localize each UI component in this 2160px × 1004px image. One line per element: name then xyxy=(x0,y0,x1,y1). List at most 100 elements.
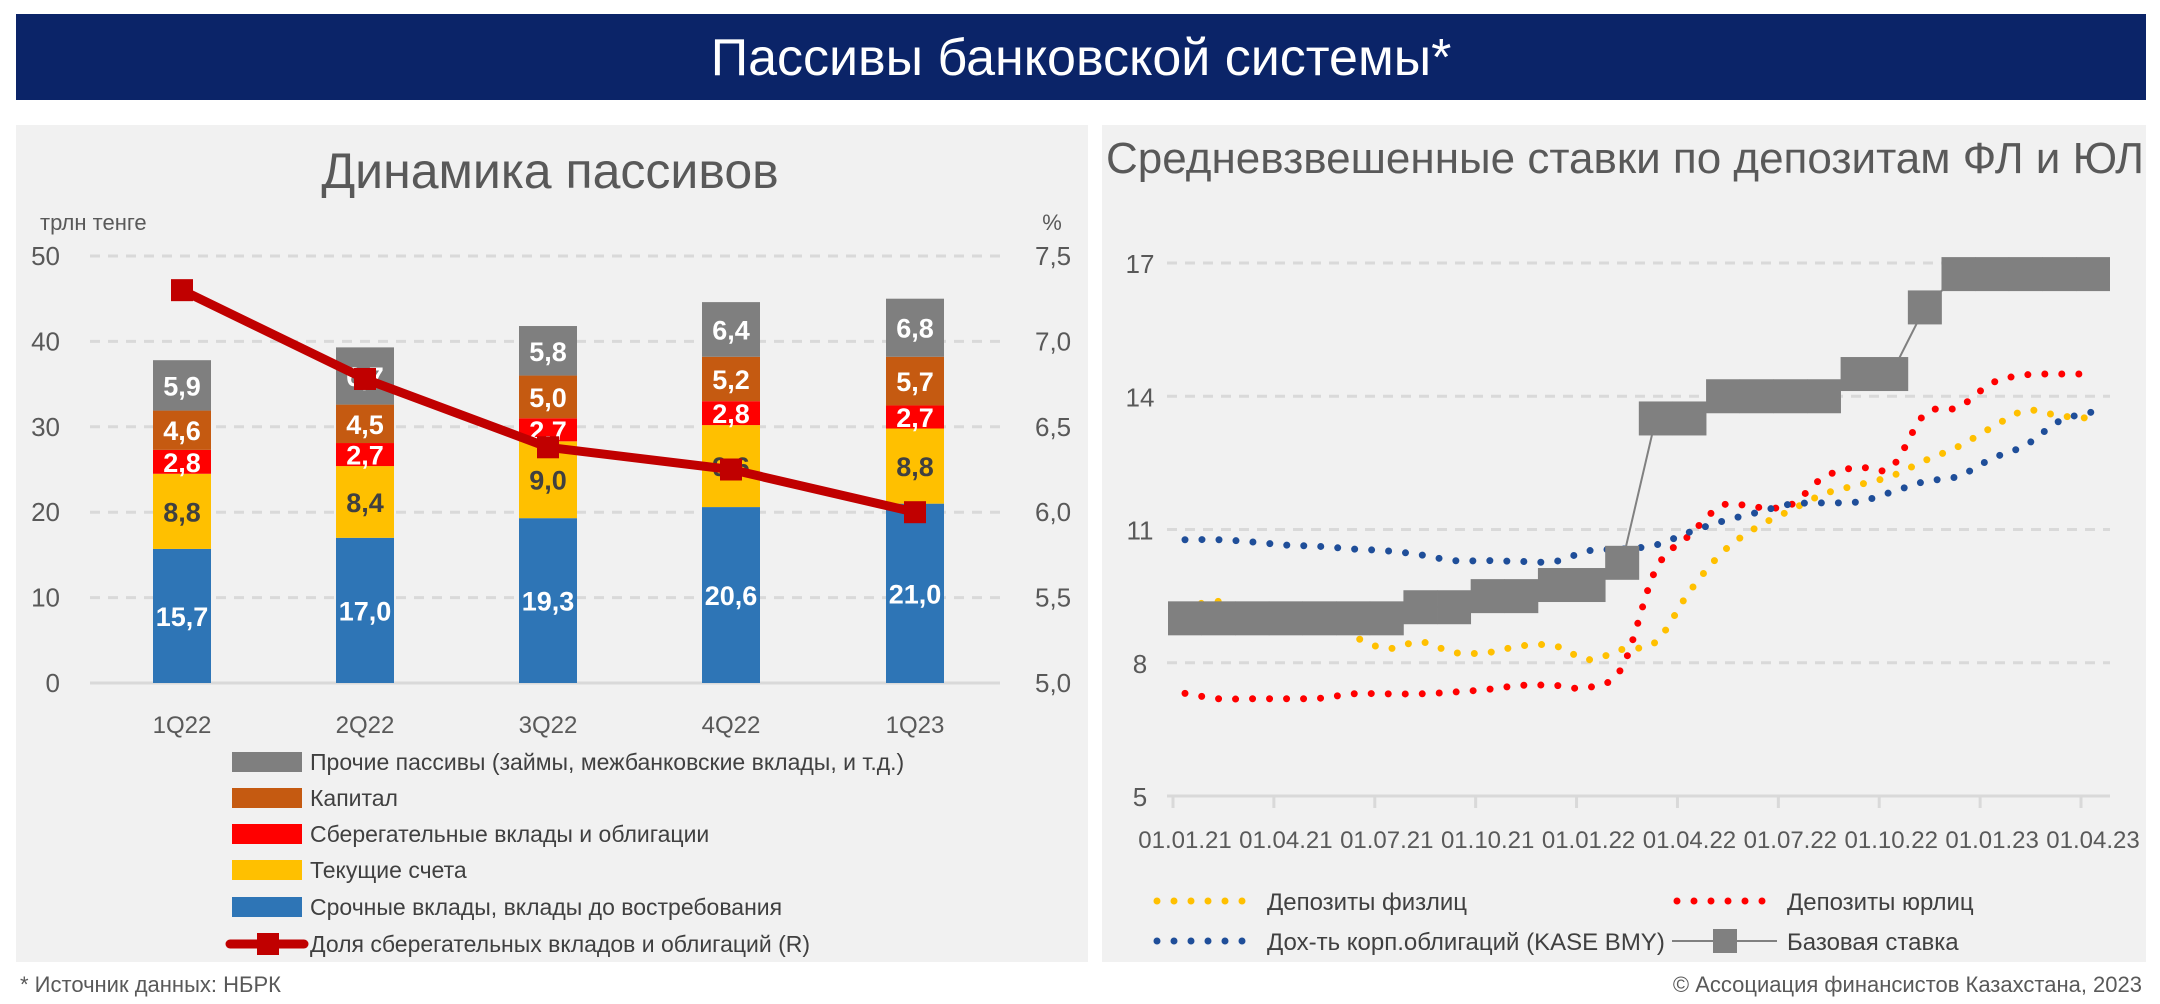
right-y-axis-label: % xyxy=(1042,210,1062,235)
y-tick-label: 11 xyxy=(1127,516,1154,546)
base-rate-marker xyxy=(1235,601,1270,636)
y2-tick-label: 5,5 xyxy=(1035,583,1071,613)
bar-segment xyxy=(519,518,577,683)
x-tick-label: 3Q22 xyxy=(519,712,578,739)
y-tick-label: 0 xyxy=(46,668,60,698)
legend-swatch xyxy=(232,824,302,844)
bar-data-label: 5,9 xyxy=(163,371,201,401)
bar-segment xyxy=(702,302,760,357)
bar-data-label: 9,0 xyxy=(529,466,567,496)
base-rate-marker xyxy=(1437,590,1472,625)
bar-data-label: 21,0 xyxy=(889,579,942,609)
legend-label: Доля сберегательных вкладов и облигаций … xyxy=(310,931,810,957)
base-rate-marker xyxy=(1773,379,1808,414)
bar-segment xyxy=(153,548,211,683)
base-rate-marker xyxy=(2008,257,2043,292)
bar-segment xyxy=(702,507,760,683)
legend-swatch xyxy=(232,897,302,917)
bar-segment xyxy=(153,449,211,474)
bar-segment xyxy=(519,375,577,419)
legend-label: Базовая ставка xyxy=(1787,929,1959,956)
x-tick-label: 2Q22 xyxy=(336,712,395,739)
bar-segment xyxy=(153,473,211,549)
bar-segment xyxy=(886,405,944,429)
copyright: © Ассоциация финансистов Казахстана, 202… xyxy=(1673,972,2142,997)
left-chart: 0 5,010 5,520 6,030 6,540 7,050 7,515,78,82,84… xyxy=(31,241,1071,957)
base-rate-marker xyxy=(1571,568,1606,603)
base-rate-marker xyxy=(2076,257,2110,292)
left-chart-title: Динамика пассивов xyxy=(321,143,778,199)
base-rate-marker xyxy=(1369,601,1404,636)
base-rate-marker xyxy=(1975,257,2010,292)
bar-segment xyxy=(886,503,944,683)
base-rate-marker xyxy=(1268,601,1303,636)
bar-data-label: 19,3 xyxy=(522,587,575,617)
bar-data-label: 4,6 xyxy=(163,416,201,446)
bar-data-label: 8,8 xyxy=(896,452,934,482)
share-line-marker xyxy=(171,279,193,302)
base-rate-marker xyxy=(2042,257,2077,292)
base-rate-marker xyxy=(1672,401,1707,436)
y-tick-label: 14 xyxy=(1126,382,1155,412)
legend-label: Срочные вклады, вклады до востребования xyxy=(310,894,782,920)
bar-data-label: 2,8 xyxy=(712,399,750,429)
bar-segment xyxy=(336,443,394,467)
bar-data-label: 8,4 xyxy=(346,488,384,518)
bar-data-label: 20,6 xyxy=(705,581,758,611)
bar-segment xyxy=(886,298,944,357)
bar-data-label: 17,0 xyxy=(339,596,392,626)
base-rate-marker xyxy=(1504,579,1539,614)
bar-segment xyxy=(886,356,944,406)
x-tick-label: 01.04.23 xyxy=(2046,827,2139,854)
base-rate-marker xyxy=(1907,290,1942,325)
base-rate-marker xyxy=(1706,379,1741,414)
y-tick-label: 50 xyxy=(31,241,60,271)
legend-label: Депозиты юрлиц xyxy=(1787,889,1974,916)
base-rate-marker xyxy=(1739,379,1774,414)
base-rate-marker xyxy=(1638,401,1673,436)
base-rate-marker xyxy=(1168,601,1202,636)
bar-data-label: 5,2 xyxy=(712,365,750,395)
y2-tick-label: 7,0 xyxy=(1035,326,1071,356)
x-tick-label: 01.01.23 xyxy=(1945,827,2038,854)
x-tick-label: 01.01.21 xyxy=(1138,827,1231,854)
legend-swatch xyxy=(232,752,302,772)
x-tick-label: 01.10.21 xyxy=(1441,827,1534,854)
bar-data-label: 4,5 xyxy=(346,410,384,440)
base-rate-marker xyxy=(1605,545,1640,580)
bar-segment xyxy=(153,360,211,411)
base-rate-marker xyxy=(1403,590,1438,625)
series-line-1 xyxy=(1181,370,2097,703)
right-chart: 5 8 11 14 17 01.01.21 01.04.21 01.07.21 01.10.21… xyxy=(1126,249,2140,956)
base-rate-marker xyxy=(1201,601,1236,636)
page-title: Пассивы банковской системы* xyxy=(711,29,1452,87)
legend-swatch xyxy=(232,788,302,808)
legend-marker xyxy=(1713,929,1737,953)
x-tick-label: 01.01.22 xyxy=(1542,827,1635,854)
base-rate-marker xyxy=(1302,601,1337,636)
bar-data-label: 5,7 xyxy=(896,367,934,397)
bar-segment xyxy=(336,466,394,538)
bar-segment xyxy=(886,428,944,504)
bar-data-label: 2,7 xyxy=(346,441,384,471)
x-tick-label: 01.07.21 xyxy=(1340,827,1433,854)
y2-tick-label: 7,5 xyxy=(1035,241,1071,271)
source-note: * Источник данных: НБРК xyxy=(20,972,281,997)
series-line-0 xyxy=(1181,406,2097,664)
bar-data-label: 6,8 xyxy=(896,314,934,344)
legend-label: Текущие счета xyxy=(310,857,467,883)
y-tick-label: 30 xyxy=(31,412,60,442)
share-line-marker xyxy=(354,367,376,390)
share-line-marker xyxy=(720,458,742,481)
right-chart-title: Средневзвешенные ставки по депозитам ФЛ … xyxy=(1106,134,2144,183)
bar-segment xyxy=(519,326,577,376)
base-rate-marker xyxy=(1806,379,1841,414)
base-rate-marker xyxy=(1874,357,1909,392)
base-rate-marker xyxy=(1336,601,1371,636)
y-tick-label: 17 xyxy=(1126,249,1155,279)
base-rate-marker xyxy=(1470,579,1505,614)
share-line-marker xyxy=(537,436,559,459)
base-rate-marker xyxy=(1840,357,1875,392)
x-tick-label: 01.10.22 xyxy=(1845,827,1938,854)
